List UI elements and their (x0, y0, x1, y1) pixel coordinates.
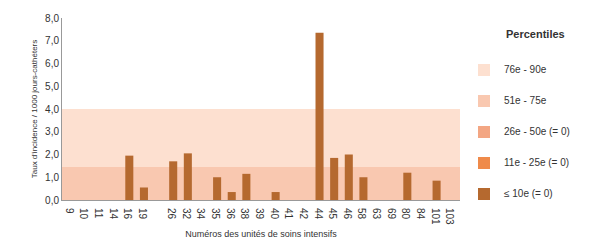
svg-text:58: 58 (356, 208, 367, 220)
html-text:11e - 25e (= 0): 11e - 25e (= 0) (504, 157, 570, 168)
svg-text:11: 11 (93, 208, 104, 219)
svg-text:16: 16 (122, 208, 133, 220)
svg-text:6,0: 6,0 (45, 58, 59, 69)
svg-text:45: 45 (327, 208, 338, 220)
svg-text:2,0: 2,0 (45, 149, 59, 160)
svg-text:41: 41 (283, 208, 294, 220)
svg-text:80: 80 (400, 208, 411, 220)
svg-text:32: 32 (181, 208, 192, 220)
svg-text:63: 63 (371, 208, 382, 220)
svg-text:35: 35 (210, 208, 221, 220)
svg-text:8,0: 8,0 (45, 13, 59, 24)
html-text:≤ 10e (= 0): ≤ 10e (= 0) (504, 188, 553, 199)
svg-text:1,0: 1,0 (45, 172, 59, 183)
svg-text:69: 69 (386, 208, 397, 220)
html-text:Percentiles: Percentiles (506, 28, 565, 40)
svg-text:46: 46 (342, 208, 353, 220)
html-text:26e - 50e (= 0): 26e - 50e (= 0) (504, 126, 570, 137)
svg-text:0,0: 0,0 (45, 195, 59, 206)
svg-text:34: 34 (195, 208, 206, 220)
svg-text:40: 40 (269, 208, 280, 220)
svg-text:101: 101 (430, 208, 441, 225)
svg-text:42: 42 (298, 208, 309, 220)
svg-text:7,0: 7,0 (45, 35, 59, 46)
svg-text:10: 10 (78, 208, 89, 220)
svg-text:26: 26 (166, 208, 177, 220)
svg-text:44: 44 (313, 208, 324, 220)
svg-text:19: 19 (137, 208, 148, 220)
svg-text:84: 84 (415, 208, 426, 220)
svg-text:14: 14 (108, 208, 119, 220)
svg-text:39: 39 (254, 208, 265, 220)
svg-text:4,0: 4,0 (45, 104, 59, 115)
svg-text:38: 38 (239, 208, 250, 220)
svg-text:103: 103 (444, 208, 455, 225)
svg-text:Taux d'incidence / 1000 jours-: Taux d'incidence / 1000 jours-cathéters (30, 40, 39, 179)
html-text:76e - 90e: 76e - 90e (504, 64, 547, 75)
svg-text:9: 9 (64, 208, 75, 214)
html-text:51e - 75e: 51e - 75e (504, 95, 547, 106)
svg-text:Numéros des unités de soins in: Numéros des unités de soins intensifs (185, 229, 337, 239)
svg-text:36: 36 (225, 208, 236, 220)
svg-text:3,0: 3,0 (45, 126, 59, 137)
svg-text:5,0: 5,0 (45, 81, 59, 92)
